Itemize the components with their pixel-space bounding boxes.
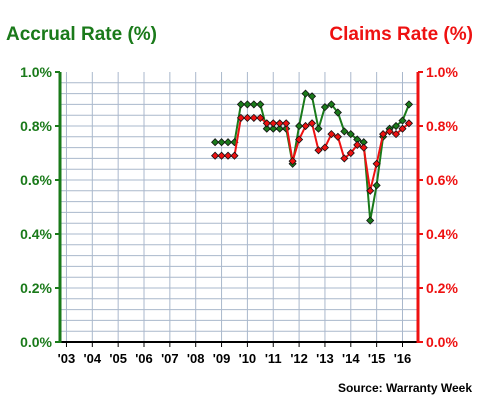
data-point-claims xyxy=(353,140,362,149)
data-point-claims xyxy=(307,119,317,128)
data-point-claims xyxy=(223,151,233,160)
data-point-claims xyxy=(211,151,220,160)
data-point-accrual xyxy=(256,100,265,109)
data-point-accrual xyxy=(249,100,258,109)
data-point-claims xyxy=(275,119,284,128)
left-tick-label: 0.8% xyxy=(20,118,52,134)
data-point-accrual xyxy=(262,124,271,133)
data-point-accrual xyxy=(307,92,317,101)
data-point-claims xyxy=(340,154,349,163)
data-point-accrual xyxy=(269,124,278,133)
data-point-accrual xyxy=(340,127,349,136)
right-y-ticks: 0.0% 0.2% 0.4% 0.6% 0.8% 1.0% xyxy=(418,64,458,350)
right-tick-label: 0.4% xyxy=(426,226,458,242)
data-point-accrual xyxy=(346,130,355,139)
x-tick-label: '06 xyxy=(135,351,153,366)
axes xyxy=(58,72,420,343)
series-claims xyxy=(211,113,414,195)
data-point-accrual xyxy=(314,124,323,133)
data-point-accrual xyxy=(236,100,246,109)
source-note: Source: Warranty Week xyxy=(338,381,472,395)
data-point-claims xyxy=(391,130,401,139)
left-y-ticks: 0.0% 0.2% 0.4% 0.6% 0.8% 1.0% xyxy=(20,64,60,350)
data-point-claims xyxy=(243,113,252,122)
data-point-claims xyxy=(262,119,271,128)
x-tick-label: '10 xyxy=(239,351,257,366)
data-point-accrual xyxy=(275,124,284,133)
x-tick-label: '13 xyxy=(316,351,334,366)
right-tick-label: 0.6% xyxy=(426,172,458,188)
data-point-claims xyxy=(301,121,310,131)
x-tick-label: '07 xyxy=(161,351,179,366)
data-point-claims xyxy=(295,135,304,144)
left-tick-label: 1.0% xyxy=(20,64,52,80)
data-point-claims xyxy=(249,113,258,122)
data-point-claims xyxy=(346,148,355,158)
data-point-accrual xyxy=(366,216,375,225)
left-tick-label: 0.4% xyxy=(20,226,52,242)
series-layer xyxy=(211,89,414,225)
data-point-claims xyxy=(385,127,394,136)
data-point-accrual xyxy=(404,100,414,109)
data-point-claims xyxy=(217,151,226,160)
x-tick-label: '11 xyxy=(265,351,282,366)
data-point-claims xyxy=(398,124,407,133)
data-point-claims xyxy=(379,130,388,139)
data-point-accrual xyxy=(301,89,310,98)
left-axis-title: Accrual Rate (%) xyxy=(6,24,157,45)
x-tick-label: '05 xyxy=(109,351,127,366)
data-point-claims xyxy=(256,113,265,122)
left-tick-label: 0.2% xyxy=(20,280,52,296)
data-point-claims xyxy=(269,119,278,128)
data-point-claims xyxy=(333,132,342,141)
left-tick-label: 0.0% xyxy=(20,334,52,350)
data-point-accrual xyxy=(243,100,252,109)
right-tick-label: 0.8% xyxy=(426,118,458,134)
data-point-claims xyxy=(359,143,368,152)
data-point-accrual xyxy=(327,100,336,109)
data-point-claims xyxy=(314,146,323,155)
data-point-claims xyxy=(320,143,330,152)
data-point-claims xyxy=(230,151,239,160)
right-tick-label: 0.2% xyxy=(426,280,458,296)
data-point-accrual xyxy=(211,138,220,147)
data-point-accrual xyxy=(398,116,407,125)
data-point-claims xyxy=(366,186,375,195)
data-point-accrual xyxy=(295,121,304,131)
data-point-accrual xyxy=(391,121,401,131)
right-tick-label: 1.0% xyxy=(426,64,458,80)
x-tick-label: '16 xyxy=(394,351,412,366)
x-tick-label: '12 xyxy=(290,351,308,366)
data-point-claims xyxy=(372,159,381,168)
data-point-accrual xyxy=(372,181,381,190)
x-tick-label: '09 xyxy=(213,351,231,366)
data-point-claims xyxy=(288,157,297,166)
x-tick-label: '03 xyxy=(58,351,76,366)
data-point-claims xyxy=(282,119,291,128)
right-tick-label: 0.0% xyxy=(426,334,458,350)
right-axis-title: Claims Rate (%) xyxy=(329,24,473,45)
x-tick-label: '15 xyxy=(368,351,386,366)
x-tick-label: '04 xyxy=(84,351,102,366)
data-point-claims xyxy=(404,119,414,128)
x-ticks: '03 '04 '05 '06 '07 '08 '09 '10 '11 '12 '13 '14 '15 '… xyxy=(58,342,412,366)
data-point-accrual xyxy=(333,108,342,117)
x-tick-label: '08 xyxy=(187,351,205,366)
left-tick-label: 0.6% xyxy=(20,172,52,188)
data-point-accrual xyxy=(223,138,233,147)
data-point-claims xyxy=(327,130,336,139)
x-tick-label: '14 xyxy=(342,351,360,366)
data-point-accrual xyxy=(320,103,330,112)
data-point-claims xyxy=(236,113,246,122)
data-point-accrual xyxy=(217,138,226,147)
